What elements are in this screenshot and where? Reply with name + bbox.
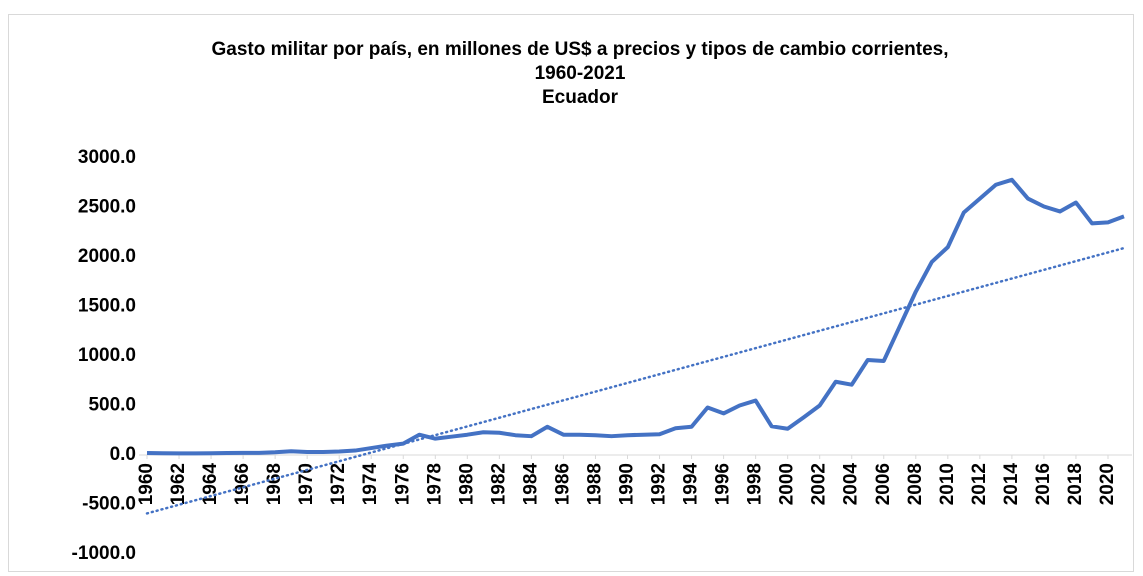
x-tick-label: 1974 (360, 463, 381, 506)
y-tick-label: 0.0 (110, 444, 136, 465)
x-tick-label: 2006 (873, 463, 894, 505)
x-tick-label: 1990 (617, 463, 638, 505)
x-tick-label: 1978 (424, 463, 445, 505)
x-tick-label: 1982 (488, 463, 509, 505)
y-tick-label: 3000.0 (78, 147, 136, 168)
x-tick-label: 2016 (1033, 463, 1054, 505)
chart-title: Gasto militar por país, en millones de U… (211, 39, 949, 84)
chart-subtitle: Ecuador (541, 87, 619, 108)
x-tick-label: 2008 (905, 463, 926, 505)
y-tick-label: 1000.0 (78, 345, 136, 366)
x-tick-label: 1972 (328, 463, 349, 505)
x-tick-label: 1976 (392, 463, 413, 505)
titles: Gasto militar por país, en millones de U… (190, 38, 970, 110)
x-tick-label: 1998 (745, 463, 766, 505)
y-tick-label: 500.0 (88, 395, 136, 416)
trendline (145, 246, 1126, 515)
chart-frame (8, 14, 1134, 572)
x-tick-label: 1988 (584, 463, 605, 505)
x-tick-label: 1966 (232, 463, 253, 505)
x-tick-label: 2018 (1065, 463, 1086, 505)
x-tick-label: 1968 (264, 463, 285, 505)
x-tick-label: 2002 (809, 463, 830, 505)
x-tick-label: 1994 (681, 463, 702, 506)
x-tick-label: 1984 (520, 463, 541, 506)
x-tick-label: 1980 (456, 463, 477, 505)
y-tick-label: -1000.0 (72, 543, 136, 564)
x-tick-label: 1962 (168, 463, 189, 505)
x-tick-label: 1986 (552, 463, 573, 505)
y-tick-label: 2000.0 (78, 246, 136, 267)
x-tick-label: 1970 (296, 463, 317, 505)
data-line (146, 177, 1125, 456)
x-tick-label: 1996 (713, 463, 734, 505)
y-tick-label: 2500.0 (78, 197, 136, 218)
x-tick-label: 1964 (200, 463, 221, 506)
x-tick-label: 2010 (937, 463, 958, 505)
x-tick-label: 1960 (136, 463, 157, 505)
x-tick-label: 2020 (1097, 463, 1118, 505)
x-tick-label: 2004 (841, 463, 862, 506)
x-tick-label: 2012 (969, 463, 990, 505)
y-tick-label: 1500.0 (78, 296, 136, 317)
x-tick-label: 1992 (649, 463, 670, 505)
y-tick-label: -500.0 (82, 494, 136, 515)
x-tick-label: 2014 (1001, 463, 1022, 506)
x-tick-label: 2000 (777, 463, 798, 505)
